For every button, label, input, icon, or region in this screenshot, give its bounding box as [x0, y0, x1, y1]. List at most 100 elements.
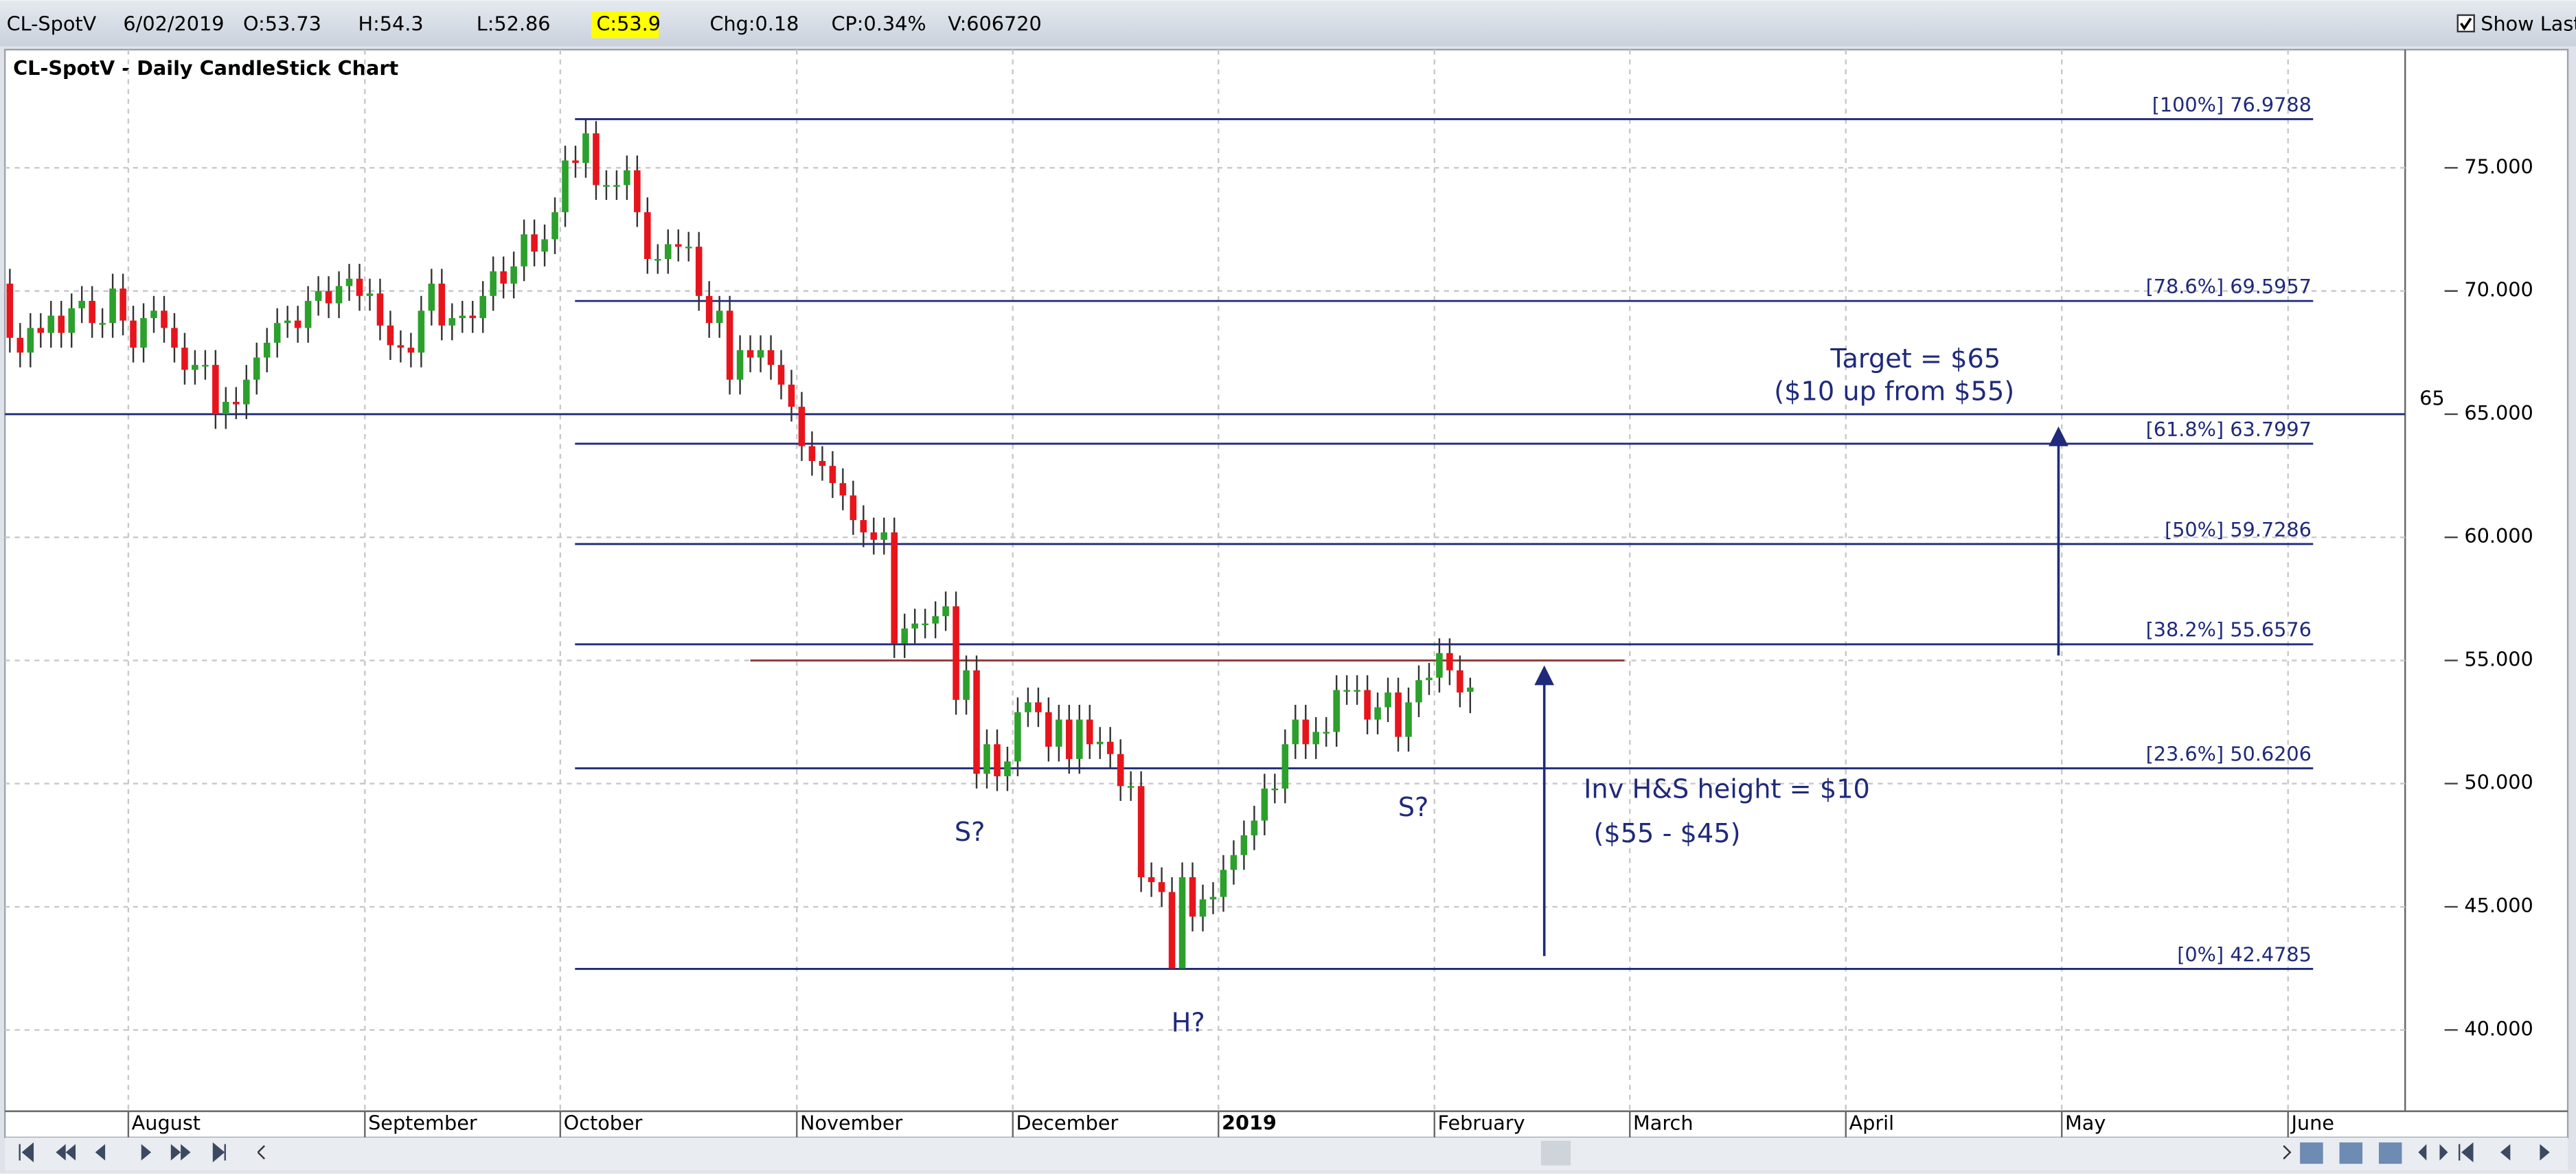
candle-body: [1343, 690, 1350, 692]
show-last-checkbox[interactable]: [2457, 14, 2475, 33]
candle-body: [500, 271, 507, 284]
x-tick-label: December: [1016, 1111, 1119, 1135]
candle-body: [654, 259, 661, 261]
candle-body: [1374, 707, 1381, 720]
head-label: H?: [1172, 1007, 1205, 1038]
candle-body: [839, 483, 847, 496]
nav-back[interactable]: [95, 1144, 106, 1161]
candle-body: [490, 271, 497, 296]
scroll-right[interactable]: [2283, 1145, 2292, 1160]
candle-body: [1004, 761, 1011, 776]
candle-body: [1395, 692, 1402, 737]
nav-fast-back[interactable]: [56, 1144, 76, 1161]
candle-body: [973, 670, 980, 774]
candle-body: [1168, 892, 1176, 969]
candle-body: [531, 234, 538, 252]
candle-body: [376, 293, 384, 326]
candle-body: [870, 532, 878, 540]
fib-label: [23.6%] 50.6206: [2146, 742, 2312, 765]
nav-first[interactable]: [19, 1142, 34, 1162]
y-tick-label: 70.000: [2464, 278, 2533, 302]
zoom-back[interactable]: [2500, 1144, 2511, 1161]
change: Chg:0.18: [709, 12, 799, 35]
candle-body: [171, 328, 178, 348]
candle-body: [212, 365, 219, 414]
candle-body: [644, 212, 651, 260]
candle-body: [1086, 719, 1093, 745]
candle-body: [551, 212, 558, 240]
candle-body: [911, 623, 918, 629]
candle-body: [68, 308, 75, 333]
candle-body: [1426, 677, 1433, 681]
plot: 40.000 45.000 50.000 55.000 60.000 65.000 70.0…: [5, 49, 2533, 1138]
candle-body: [705, 295, 713, 324]
candle-body: [695, 247, 703, 296]
y-tick-label: 65.000: [2464, 401, 2533, 425]
y-tick-label: 60.000: [2464, 524, 2533, 548]
tool-2[interactable]: [2339, 1142, 2363, 1164]
fib-label: [78.6%] 69.5957: [2146, 275, 2312, 298]
volume: V:606720: [948, 12, 1041, 35]
candle-body: [150, 311, 157, 319]
scroll-left[interactable]: [257, 1145, 265, 1160]
candle-body: [726, 311, 733, 380]
candle-body: [469, 315, 477, 319]
zoom-first[interactable]: [2458, 1142, 2474, 1162]
candle-body: [932, 616, 939, 624]
candle-body: [1415, 680, 1422, 703]
plot-panel: [3, 49, 2569, 1139]
scroll-thumb[interactable]: [1540, 1140, 1571, 1166]
nav-fast-forward[interactable]: [170, 1144, 191, 1161]
candle-body: [736, 350, 744, 380]
show-last-label[interactable]: Show Last: [2481, 12, 2576, 35]
zoom-forward[interactable]: [2540, 1144, 2550, 1161]
candle-body: [1220, 870, 1227, 897]
candle-body: [1148, 877, 1155, 883]
candle-body: [593, 133, 600, 185]
candle-body: [624, 170, 630, 185]
candle-body: [1312, 732, 1319, 745]
candle-body: [891, 532, 898, 644]
tool-3[interactable]: [2378, 1142, 2402, 1164]
nav-last[interactable]: [212, 1142, 226, 1162]
candle-body: [284, 320, 291, 324]
candle-body: [1096, 741, 1104, 745]
candle-body: [572, 160, 579, 163]
candle-body: [181, 348, 188, 370]
y-tick-label: 50.000: [2464, 771, 2533, 794]
candle-body: [438, 283, 446, 326]
candle-body: [315, 291, 322, 301]
candle-body: [829, 466, 836, 484]
high-value: H:54.3: [358, 12, 424, 35]
candle-body: [1354, 690, 1360, 692]
candle-body: [192, 365, 198, 370]
candle-body: [613, 185, 620, 187]
candle-body: [1075, 719, 1083, 759]
x-tick-label: August: [132, 1111, 201, 1135]
y-tick-label: 55.000: [2464, 647, 2533, 670]
candle-body: [860, 520, 867, 533]
candle-body: [479, 295, 487, 319]
candle-body: [1209, 896, 1217, 900]
candle-body: [1014, 712, 1021, 762]
zoom-width[interactable]: [2418, 1144, 2448, 1161]
close-value: C:53.9: [596, 12, 661, 35]
x-tick-label: May: [2065, 1111, 2106, 1135]
x-tick-label: 2019: [1222, 1111, 1277, 1135]
candle-body: [89, 300, 95, 324]
candle-body: [664, 244, 672, 260]
candle-body: [263, 342, 271, 358]
candle-body: [1178, 877, 1186, 969]
x-tick-label: April: [1849, 1111, 1895, 1135]
tool-1[interactable]: [2300, 1142, 2323, 1164]
candle-body: [850, 495, 857, 521]
candle-body: [345, 278, 353, 286]
reference-line-label: 65: [2419, 386, 2445, 409]
navigation-bar: [5, 1137, 2568, 1171]
candle-body: [243, 379, 250, 405]
nav-forward[interactable]: [141, 1144, 152, 1161]
fib-label: [100%] 76.9788: [2152, 93, 2312, 116]
candle-body: [674, 244, 682, 247]
candle-body: [27, 328, 34, 353]
